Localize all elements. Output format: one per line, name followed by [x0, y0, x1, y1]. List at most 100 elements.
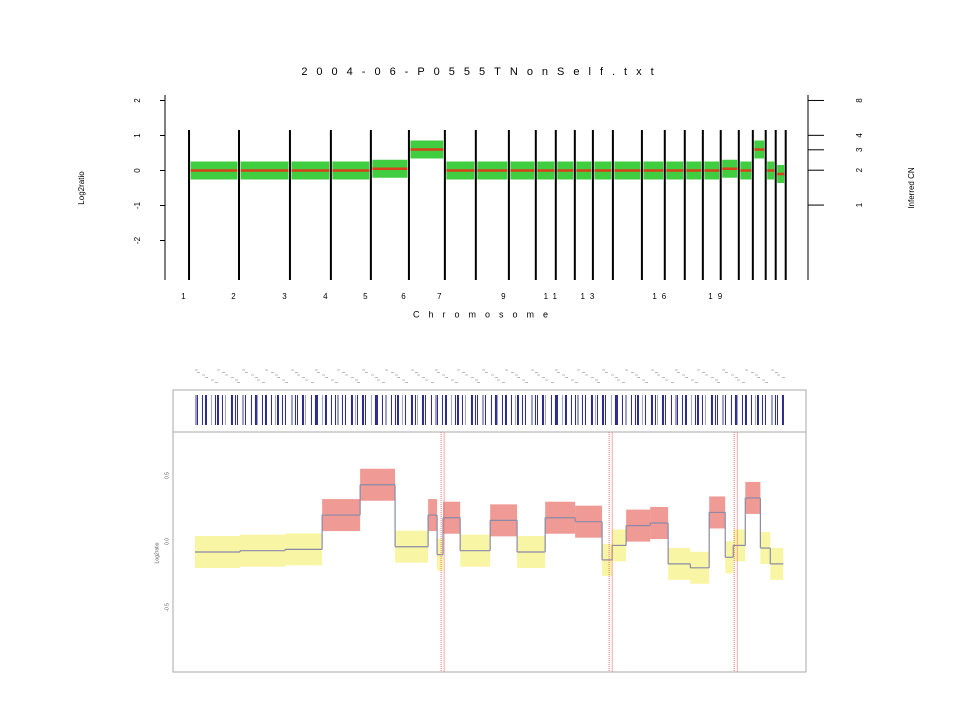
- ideogram-band: [404, 395, 406, 425]
- chart-title: 2004-06-P0555TNonSelf.txt: [301, 66, 662, 78]
- ideogram-band: [594, 395, 596, 425]
- ideogram-band: [454, 395, 456, 425]
- x-tick-label: 6: [401, 292, 410, 301]
- ideogram-band: [461, 395, 463, 425]
- ideogram-band: [414, 395, 416, 425]
- ideogram-band: [761, 395, 763, 425]
- ideogram-band: [536, 395, 538, 425]
- ideogram-band: [774, 395, 776, 425]
- ideogram-band: [210, 395, 212, 425]
- ideogram-band: [550, 395, 552, 425]
- ideogram-band: [484, 395, 486, 425]
- ideogram: [194, 369, 785, 425]
- ideogram-band: [301, 395, 304, 425]
- ideogram-band: [664, 395, 666, 425]
- ideogram-band: [424, 395, 426, 425]
- x-tick-label: 19: [708, 292, 727, 301]
- ideogram-band: [314, 395, 317, 425]
- ideogram-band: [344, 395, 346, 425]
- ideogram-band: [436, 395, 438, 425]
- ideogram-band: [444, 395, 447, 425]
- ideogram-band: [656, 395, 658, 425]
- ideogram-band: [394, 395, 396, 425]
- x-tick-label: 9: [501, 292, 510, 301]
- y-tick-label: -0.5: [164, 603, 170, 612]
- y-axis-label: Log2ratio: [154, 542, 160, 563]
- ideogram-band: [690, 395, 692, 425]
- ideogram-band: [621, 395, 623, 425]
- ideogram-band: [576, 395, 579, 425]
- ideogram-band: [374, 395, 377, 425]
- ideogram-band: [474, 395, 476, 425]
- ideogram-band: [290, 395, 293, 425]
- ideogram-band: [464, 395, 466, 425]
- ideogram-band: [521, 395, 523, 425]
- ideogram-band: [584, 395, 586, 425]
- y-tick-label: -2: [133, 236, 142, 244]
- ideogram-band: [616, 395, 618, 425]
- ideogram-band: [654, 395, 656, 425]
- ideogram-band: [430, 395, 432, 425]
- y-tick-label: 1: [133, 133, 142, 138]
- ideogram-band: [590, 395, 593, 425]
- ideogram-band: [624, 395, 627, 425]
- ideogram-band: [356, 395, 358, 425]
- x-tick-label: 4: [323, 292, 332, 301]
- ideogram-band: [296, 395, 298, 425]
- x-tick-label: 1: [181, 292, 190, 301]
- x-tick-label: 16: [652, 292, 671, 301]
- ideogram-band: [756, 395, 759, 425]
- ideogram-band: [204, 395, 207, 425]
- ideogram-band: [370, 395, 372, 425]
- ideogram-band: [750, 395, 752, 425]
- ideogram-band: [501, 395, 503, 425]
- ideogram-band: [244, 395, 246, 425]
- ideogram-band: [630, 395, 632, 425]
- ideogram-band: [610, 395, 612, 425]
- ideogram-band: [421, 395, 424, 425]
- y2-tick-label: 2: [855, 167, 864, 172]
- ideogram-band: [201, 395, 203, 425]
- y-tick-label: 0.0: [164, 538, 170, 545]
- ideogram-band: [764, 395, 766, 425]
- ideogram-band: [554, 395, 557, 425]
- ideogram-band: [241, 395, 244, 425]
- panel-frame: [172, 389, 807, 673]
- ideogram-band: [216, 395, 219, 425]
- y-tick-label: 2: [133, 98, 142, 103]
- ideogram-band: [534, 395, 536, 425]
- ideogram-band: [221, 395, 223, 425]
- ideogram-band: [316, 395, 318, 425]
- ideogram-band: [516, 395, 519, 425]
- ideogram-band: [364, 395, 366, 425]
- ideogram-band: [481, 395, 484, 425]
- ideogram-band: [384, 395, 387, 425]
- x-tick-label: 7: [437, 292, 446, 301]
- ideogram-band: [381, 395, 383, 425]
- x-tick-label: 13: [580, 292, 599, 301]
- ideogram-band: [350, 395, 353, 425]
- ideogram-band: [736, 395, 738, 425]
- ideogram-band: [701, 395, 703, 425]
- x-tick-label: 5: [363, 292, 372, 301]
- ideogram-band: [754, 395, 756, 425]
- ideogram-band: [514, 395, 516, 425]
- y-axis-label: Log2ratio: [77, 171, 86, 205]
- x-tick-label: 11: [544, 292, 562, 301]
- ideogram-band: [274, 395, 276, 425]
- ideogram-band: [270, 395, 272, 425]
- ideogram-band: [530, 395, 533, 425]
- ideogram-band: [641, 395, 643, 425]
- ideogram-band: [544, 395, 546, 425]
- x-axis-label: Chromosome: [413, 309, 557, 319]
- ideogram-band: [541, 395, 544, 425]
- ideogram-band: [281, 395, 283, 425]
- ideogram-band: [614, 395, 617, 425]
- ideogram-band: [194, 395, 197, 425]
- ideogram-band: [294, 395, 296, 425]
- ideogram-band: [696, 395, 699, 425]
- y2-tick-label: 3: [855, 147, 864, 152]
- x-tick-label: 2: [231, 292, 240, 301]
- ideogram-band: [490, 395, 492, 425]
